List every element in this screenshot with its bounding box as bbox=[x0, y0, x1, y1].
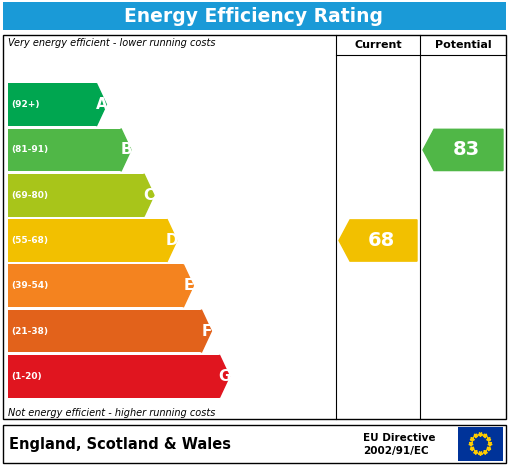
Polygon shape bbox=[478, 452, 483, 456]
Text: B: B bbox=[120, 142, 132, 157]
Bar bbox=[8, 264, 183, 307]
Text: Not energy efficient - higher running costs: Not energy efficient - higher running co… bbox=[8, 408, 215, 418]
Polygon shape bbox=[470, 438, 474, 441]
Bar bbox=[8, 128, 121, 171]
Polygon shape bbox=[474, 451, 478, 454]
Text: E: E bbox=[183, 278, 193, 293]
Polygon shape bbox=[488, 442, 492, 446]
Polygon shape bbox=[478, 433, 483, 437]
Polygon shape bbox=[483, 451, 487, 454]
Polygon shape bbox=[483, 434, 487, 438]
Text: A: A bbox=[96, 97, 107, 112]
Polygon shape bbox=[339, 220, 417, 261]
Polygon shape bbox=[487, 447, 491, 451]
Text: 83: 83 bbox=[453, 141, 479, 159]
Polygon shape bbox=[469, 442, 473, 446]
Text: (69-80): (69-80) bbox=[11, 191, 48, 200]
Text: Energy Efficiency Rating: Energy Efficiency Rating bbox=[125, 7, 383, 26]
Text: Current: Current bbox=[354, 40, 402, 50]
Text: (39-54): (39-54) bbox=[11, 281, 48, 290]
Text: 2002/91/EC: 2002/91/EC bbox=[363, 446, 429, 456]
Text: (21-38): (21-38) bbox=[11, 326, 48, 336]
Bar bbox=[458, 427, 503, 461]
Polygon shape bbox=[183, 264, 193, 307]
Bar bbox=[8, 219, 167, 262]
Polygon shape bbox=[423, 129, 503, 170]
Text: Potential: Potential bbox=[435, 40, 491, 50]
Text: (92+): (92+) bbox=[11, 100, 40, 109]
Text: Very energy efficient - lower running costs: Very energy efficient - lower running co… bbox=[8, 38, 215, 48]
Polygon shape bbox=[144, 174, 154, 217]
Bar bbox=[3, 35, 506, 419]
Polygon shape bbox=[474, 434, 478, 438]
Polygon shape bbox=[202, 310, 211, 353]
Text: (55-68): (55-68) bbox=[11, 236, 48, 245]
Text: G: G bbox=[218, 369, 231, 384]
Text: England, Scotland & Wales: England, Scotland & Wales bbox=[9, 437, 231, 452]
Text: F: F bbox=[201, 324, 212, 339]
Polygon shape bbox=[121, 128, 131, 171]
Bar bbox=[3, 2, 506, 30]
Text: (1-20): (1-20) bbox=[11, 372, 42, 381]
Polygon shape bbox=[487, 438, 491, 441]
Text: C: C bbox=[144, 188, 155, 203]
Bar bbox=[3, 425, 506, 463]
Bar bbox=[8, 355, 219, 398]
Bar bbox=[8, 310, 202, 353]
Bar bbox=[8, 83, 96, 126]
Text: D: D bbox=[165, 233, 178, 248]
Text: EU Directive: EU Directive bbox=[363, 433, 436, 443]
Polygon shape bbox=[167, 219, 177, 262]
Polygon shape bbox=[219, 355, 230, 398]
Polygon shape bbox=[470, 447, 474, 451]
Polygon shape bbox=[96, 83, 106, 126]
Text: 68: 68 bbox=[367, 231, 394, 250]
Bar bbox=[8, 174, 144, 217]
Text: (81-91): (81-91) bbox=[11, 145, 48, 155]
